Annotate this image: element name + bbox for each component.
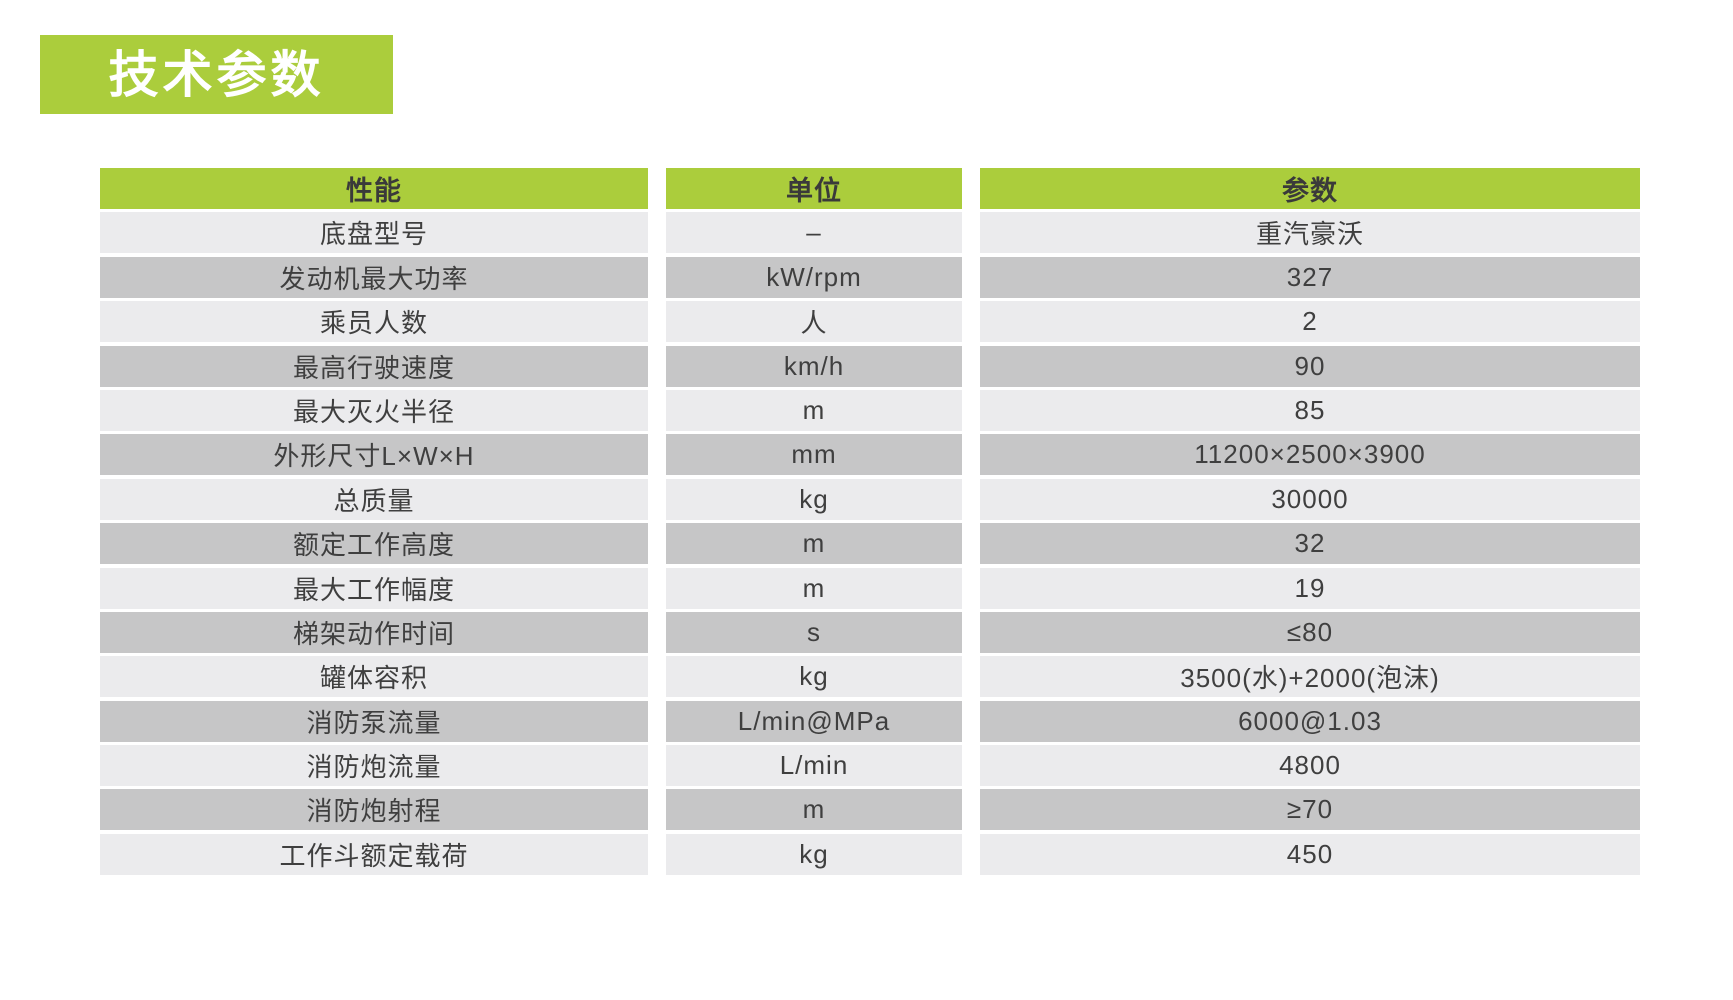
spec-name-cell: 消防泵流量 xyxy=(100,700,648,742)
spec-unit-cell: kg xyxy=(666,833,962,875)
table-row: 梯架动作时间 s ≤80 xyxy=(100,611,1640,653)
spec-unit-cell: 人 xyxy=(666,301,962,343)
table-row: 外形尺寸L×W×H mm 11200×2500×3900 xyxy=(100,434,1640,476)
spec-value-cell: 30000 xyxy=(980,478,1640,520)
table-row: 最大灭火半径 m 85 xyxy=(100,389,1640,431)
spec-name-cell: 发动机最大功率 xyxy=(100,256,648,298)
spec-value-cell: 2 xyxy=(980,301,1640,343)
table-row: 额定工作高度 m 32 xyxy=(100,523,1640,565)
spec-unit-cell: m xyxy=(666,567,962,609)
spec-name-cell: 最大工作幅度 xyxy=(100,567,648,609)
table-row: 消防泵流量 L/min@MPa 6000@1.03 xyxy=(100,700,1640,742)
spec-value-cell: 3500(水)+2000(泡沫) xyxy=(980,656,1640,698)
spec-unit-cell: kg xyxy=(666,656,962,698)
spec-value-cell: 85 xyxy=(980,389,1640,431)
table-row: 最高行驶速度 km/h 90 xyxy=(100,345,1640,387)
spec-name-cell: 最高行驶速度 xyxy=(100,345,648,387)
spec-name-cell: 总质量 xyxy=(100,478,648,520)
table-row: 消防炮流量 L/min 4800 xyxy=(100,745,1640,787)
header-unit: 单位 xyxy=(666,168,962,209)
table-row: 乘员人数 人 2 xyxy=(100,301,1640,343)
spec-value-cell: 450 xyxy=(980,833,1640,875)
spec-name-cell: 工作斗额定载荷 xyxy=(100,833,648,875)
spec-value-cell: 11200×2500×3900 xyxy=(980,434,1640,476)
spec-value-cell: 6000@1.03 xyxy=(980,700,1640,742)
spec-value-cell: ≥70 xyxy=(980,789,1640,831)
spec-name-cell: 消防炮流量 xyxy=(100,745,648,787)
spec-value-cell: 327 xyxy=(980,256,1640,298)
header-performance: 性能 xyxy=(100,168,648,209)
spec-unit-cell: km/h xyxy=(666,345,962,387)
spec-table: 性能 单位 参数 底盘型号 – 重汽豪沃 发动机最大功率 kW/rpm 327 … xyxy=(100,168,1640,875)
spec-unit-cell: kg xyxy=(666,478,962,520)
spec-value-cell: 4800 xyxy=(980,745,1640,787)
table-header-row: 性能 单位 参数 xyxy=(100,168,1640,209)
spec-name-cell: 最大灭火半径 xyxy=(100,389,648,431)
spec-name-cell: 消防炮射程 xyxy=(100,789,648,831)
spec-name-cell: 乘员人数 xyxy=(100,301,648,343)
table-row: 工作斗额定载荷 kg 450 xyxy=(100,833,1640,875)
table-row: 底盘型号 – 重汽豪沃 xyxy=(100,212,1640,254)
table-row: 最大工作幅度 m 19 xyxy=(100,567,1640,609)
spec-value-cell: 重汽豪沃 xyxy=(980,212,1640,254)
header-parameter: 参数 xyxy=(980,168,1640,209)
spec-unit-cell: mm xyxy=(666,434,962,476)
spec-value-cell: ≤80 xyxy=(980,611,1640,653)
section-title-banner: 技术参数 xyxy=(40,35,393,114)
spec-value-cell: 90 xyxy=(980,345,1640,387)
table-row: 消防炮射程 m ≥70 xyxy=(100,789,1640,831)
spec-name-cell: 罐体容积 xyxy=(100,656,648,698)
spec-name-cell: 梯架动作时间 xyxy=(100,611,648,653)
spec-unit-cell: m xyxy=(666,789,962,831)
spec-unit-cell: L/min xyxy=(666,745,962,787)
table-row: 发动机最大功率 kW/rpm 327 xyxy=(100,256,1640,298)
table-row: 总质量 kg 30000 xyxy=(100,478,1640,520)
spec-value-cell: 32 xyxy=(980,523,1640,565)
spec-name-cell: 底盘型号 xyxy=(100,212,648,254)
spec-unit-cell: s xyxy=(666,611,962,653)
spec-unit-cell: L/min@MPa xyxy=(666,700,962,742)
table-row: 罐体容积 kg 3500(水)+2000(泡沫) xyxy=(100,656,1640,698)
spec-name-cell: 外形尺寸L×W×H xyxy=(100,434,648,476)
spec-unit-cell: m xyxy=(666,523,962,565)
spec-unit-cell: – xyxy=(666,212,962,254)
spec-name-cell: 额定工作高度 xyxy=(100,523,648,565)
spec-unit-cell: kW/rpm xyxy=(666,256,962,298)
section-title: 技术参数 xyxy=(108,46,325,103)
spec-unit-cell: m xyxy=(666,389,962,431)
spec-value-cell: 19 xyxy=(980,567,1640,609)
